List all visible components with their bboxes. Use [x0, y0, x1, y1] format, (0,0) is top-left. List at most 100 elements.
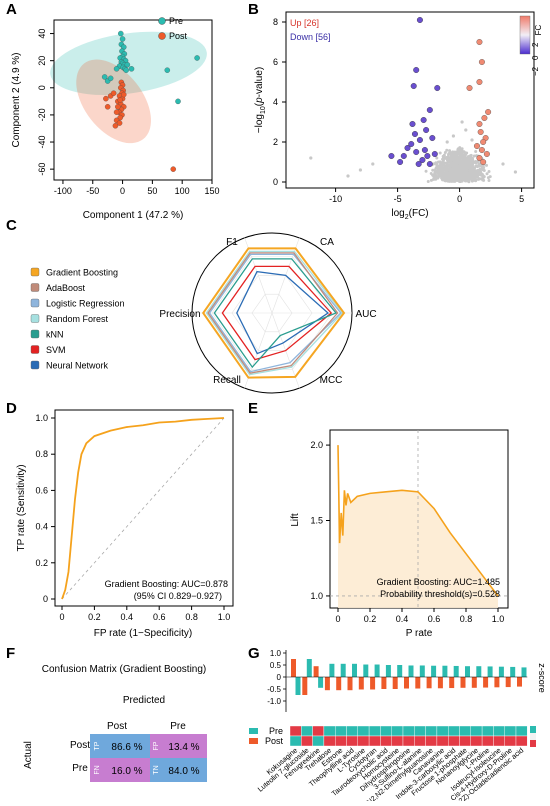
g-bar-pre [453, 665, 459, 677]
volcano-point-ns [458, 155, 462, 159]
radar-legend-marker [30, 267, 40, 277]
g-ytick-label: 0.5 [270, 661, 282, 670]
roc-ytick-label: 0.4 [35, 522, 48, 532]
volcano-point-ns [471, 157, 475, 161]
volcano-point-ns [451, 179, 455, 183]
radar-axis-label: AUC [355, 309, 376, 320]
g-legend-pre [249, 728, 258, 734]
lift-xtick-label: 0.8 [460, 614, 473, 624]
cm-tag-fp: FP [153, 741, 160, 750]
volcano-point-up [466, 84, 473, 91]
g-bar-post [336, 677, 342, 691]
cm-tag-tn: TN [153, 765, 160, 774]
g-bar-pre [476, 666, 482, 677]
radar-legend-marker [30, 329, 40, 339]
pca-xtick-label: 0 [120, 186, 125, 196]
legend-marker-pre [158, 17, 166, 25]
roc-annotation-2: (95% CI 0.829−0.927) [134, 591, 222, 601]
g-bar-pre [340, 663, 346, 677]
legend-label-pre: Pre [169, 16, 183, 26]
g-ytick-label: 0 [277, 673, 282, 682]
volcano-point-ns [462, 150, 466, 154]
pca-point-pre [175, 98, 181, 105]
g-heat-pre [323, 725, 336, 737]
roc-ytick-label: 0 [43, 594, 48, 604]
g-heat-pre [301, 725, 313, 737]
volcano-point-ns [463, 176, 467, 180]
volcano-point-ns [451, 134, 455, 138]
roc-ytick-label: 0.6 [35, 485, 48, 495]
g-bar-post [381, 677, 387, 689]
volcano-point-down [397, 158, 404, 165]
roc-xlabel: FP rate (1−Specificity) [94, 628, 192, 639]
g-heat-post [493, 735, 505, 747]
volcano-point-ns [443, 156, 447, 160]
volcano-point-down [404, 144, 411, 151]
fc-colorbar: FC 2 0 −2 [519, 15, 543, 76]
volcano-point-ns [451, 171, 455, 175]
volcano-xtick-label: 0 [457, 194, 462, 204]
volcano-point-ns [447, 157, 451, 161]
volcano-point-up [473, 142, 480, 149]
volcano-point-ns [446, 155, 450, 159]
radar-axis-label: Recall [213, 375, 241, 386]
cm-col-post: Post [107, 721, 127, 732]
volcano-legend-up: Up [26] [290, 18, 319, 28]
volcano-point-down [400, 152, 407, 159]
volcano-point-down [421, 146, 428, 153]
g-ytick-label: -0.5 [267, 685, 281, 694]
volcano-point-ns [460, 163, 464, 167]
pca-legend: Pre Post [158, 16, 188, 41]
g-bar-post [291, 659, 296, 677]
g-bar-post [415, 677, 421, 689]
volcano-point-ns [458, 146, 462, 150]
g-heat-post [414, 735, 426, 747]
g-bar-pre [408, 665, 414, 677]
cm-tag-fn: FN [94, 765, 101, 774]
radar-legend: Gradient Boosting AdaBoost Logistic Regres… [30, 267, 125, 371]
g-heat-pre [335, 725, 347, 737]
pca-point-post [170, 166, 176, 172]
volcano-xlabel: log2(FC) [391, 208, 428, 221]
pca-xtick-label: -50 [86, 186, 99, 196]
cm-actual-label: Actual [23, 741, 34, 769]
volcano-point-up [485, 108, 492, 115]
volcano-point-ns [485, 172, 489, 176]
panel-label-f: F [6, 645, 15, 662]
volcano-point-ns [513, 170, 518, 174]
cm-cell-fn [90, 758, 150, 782]
volcano-point-ns [445, 175, 449, 179]
volcano-point-up [476, 120, 483, 127]
volcano-point-ns [472, 173, 476, 177]
volcano-point-up [476, 154, 483, 161]
g-heat-post [380, 735, 392, 747]
pca-point-post [103, 95, 109, 102]
g-bar-pre [498, 666, 504, 677]
g-heat-post [368, 735, 381, 747]
volcano-point-ns [432, 177, 436, 181]
lift-plot: 0 0.2 0.4 0.6 0.8 1.0 1.0 1.5 2.0 Gradient Boost… [290, 429, 509, 639]
volcano-point-down [411, 130, 418, 137]
volcano-point-down [413, 148, 420, 155]
volcano-point-ns [484, 163, 488, 167]
g-ytick-label: 1.0 [270, 649, 282, 658]
roc-ytick-label: 0.2 [35, 558, 48, 568]
pca-point-pre [164, 67, 171, 73]
lift-curve [337, 445, 499, 597]
panel-label-b: B [248, 1, 259, 18]
volcano-point-up [478, 59, 485, 66]
pca-point-post [104, 104, 111, 110]
volcano-point-ns [474, 178, 478, 182]
g-bar-pre [306, 659, 312, 677]
volcano-point-ns [440, 176, 444, 180]
radar-axis-label: MCC [320, 375, 343, 386]
volcano-point-ns [460, 120, 464, 124]
g-row-post: Post [265, 736, 284, 746]
radar-legend-label: Logistic Regression [46, 299, 125, 309]
pca-frame [53, 19, 213, 181]
panel-label-a: A [6, 1, 17, 18]
panel-label-c: C [6, 217, 17, 234]
lift-xtick-label: 0.4 [396, 614, 409, 624]
volcano-point-ns [470, 163, 474, 167]
pca-point-post [113, 109, 120, 115]
